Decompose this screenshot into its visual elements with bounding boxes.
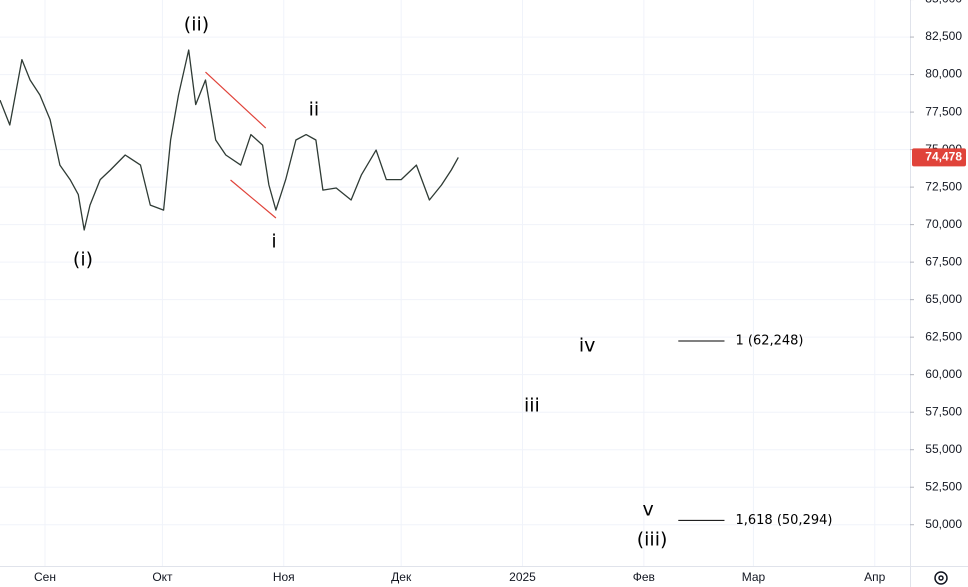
x-tick-label: Ноя [273, 570, 295, 584]
plot-area [0, 0, 910, 566]
wave-label: (iii) [637, 528, 668, 550]
gear [934, 571, 948, 585]
y-tick-label: 82,500 [925, 29, 962, 43]
wave-label: (i) [73, 248, 93, 270]
y-tick-label: 67,500 [925, 254, 962, 268]
wave-label: ii [309, 99, 320, 121]
x-tick-label: Окт [152, 570, 173, 584]
y-tick-label: 80,000 [925, 67, 962, 81]
last-price-tag [912, 148, 966, 167]
y-tick-label: 50,000 [925, 517, 962, 531]
fib-label: 1 (62,248) [735, 333, 803, 348]
last-price-label: 74,478 [925, 150, 962, 164]
y-tick-label: 57,500 [925, 404, 962, 418]
x-tick-label: Сен [34, 570, 56, 584]
y-tick-label: 85,000 [925, 0, 962, 6]
fib-label: 1,618 (50,294) [735, 513, 832, 528]
trendline [230, 179, 277, 219]
gear-center [938, 575, 944, 581]
price-line [0, 49, 459, 231]
wave-label: i [271, 231, 276, 253]
wave-label: (ii) [184, 14, 209, 36]
x-tick-label: 2025 [509, 570, 536, 584]
x-tick-label: Фев [633, 570, 655, 584]
wave-label: iv [579, 334, 596, 356]
y-tick-label: 70,000 [925, 217, 962, 231]
y-tick-label: 77,500 [925, 104, 962, 118]
y-tick-label: 65,000 [925, 292, 962, 306]
y-tick-label: 55,000 [925, 442, 962, 456]
wave-label: v [643, 498, 654, 520]
y-tick-label: 62,500 [925, 329, 962, 343]
wave-label: iii [524, 394, 540, 416]
x-tick-label: Апр [864, 570, 886, 584]
x-tick-label: Мар [742, 570, 766, 584]
y-tick-label: 72,500 [925, 179, 962, 193]
y-tick-label: 60,000 [925, 367, 962, 381]
settings-icon[interactable] [934, 571, 948, 585]
x-tick-label: Дек [391, 570, 412, 584]
trendline [205, 71, 267, 129]
y-tick-label: 52,500 [925, 479, 962, 493]
